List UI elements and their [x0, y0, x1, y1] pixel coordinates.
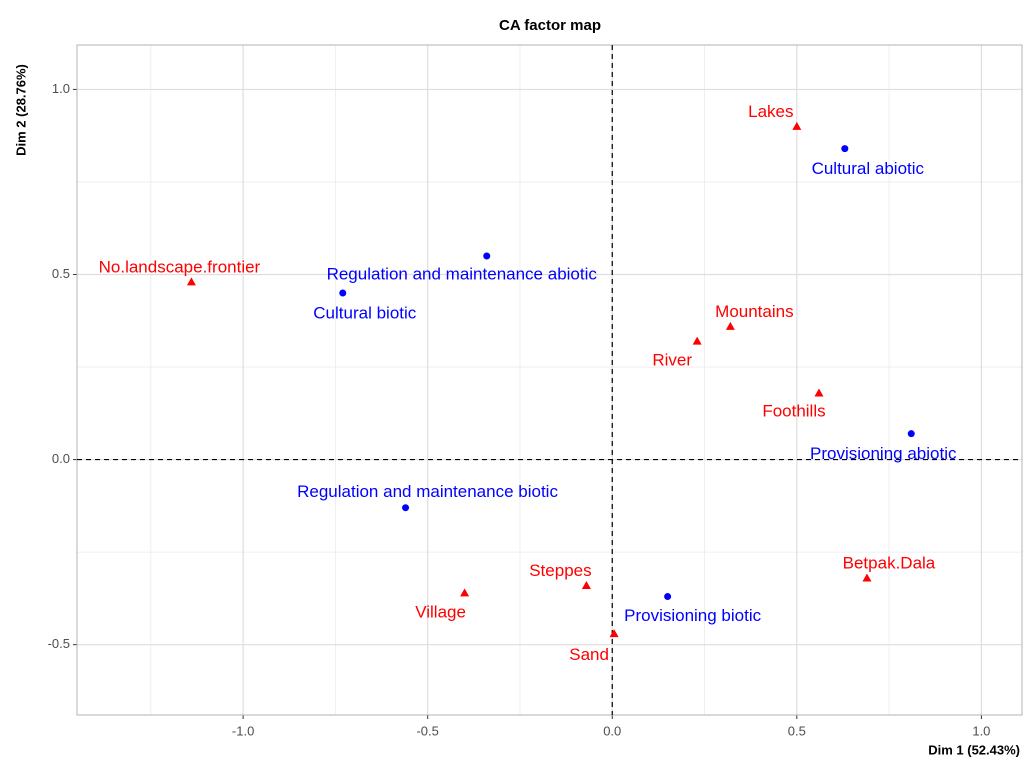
point	[609, 629, 619, 638]
x-tick-label: 0.0	[603, 723, 621, 738]
point-label: Lakes	[748, 102, 793, 121]
point	[339, 289, 347, 297]
point-label: Sand	[569, 645, 609, 664]
point	[460, 588, 470, 597]
point-label: Regulation and maintenance biotic	[297, 482, 558, 501]
point-label: Betpak.Dala	[843, 554, 936, 573]
chart-title: CA factor map	[499, 17, 601, 34]
point	[186, 277, 196, 286]
point-label: Mountains	[715, 302, 793, 321]
x-axis-label: Dim 1 (52.43%)	[928, 742, 1020, 757]
point	[907, 430, 915, 438]
point-label: Provisioning abiotic	[810, 444, 957, 463]
x-tick-label: 0.5	[788, 723, 806, 738]
point	[792, 121, 802, 130]
point-label: River	[652, 351, 692, 370]
point	[581, 580, 591, 589]
x-tick-label: -1.0	[232, 723, 254, 738]
x-tick-label: -0.5	[416, 723, 438, 738]
point	[402, 504, 410, 512]
y-tick-label: 0.5	[52, 266, 70, 281]
y-tick-label: -0.5	[48, 636, 70, 651]
x-tick-label: 1.0	[972, 723, 990, 738]
point-label: Village	[415, 602, 466, 621]
point-label: Foothills	[762, 401, 825, 420]
point-label: Cultural biotic	[313, 303, 416, 322]
y-tick-label: 1.0	[52, 81, 70, 96]
point-label: Regulation and maintenance abiotic	[327, 264, 598, 283]
point	[841, 145, 849, 153]
point-label: Steppes	[529, 561, 591, 580]
point-label: No.landscape.frontier	[99, 257, 261, 276]
plot-border	[76, 44, 1023, 716]
y-tick-label: 0.0	[52, 451, 70, 466]
point	[814, 388, 824, 397]
point-label: Provisioning biotic	[624, 606, 762, 625]
point	[664, 593, 672, 601]
point	[725, 321, 735, 330]
point	[862, 573, 872, 582]
y-axis-label: Dim 2 (28.76%)	[13, 64, 28, 156]
point	[483, 252, 491, 260]
point	[692, 336, 702, 345]
point-label: Cultural abiotic	[812, 159, 925, 178]
